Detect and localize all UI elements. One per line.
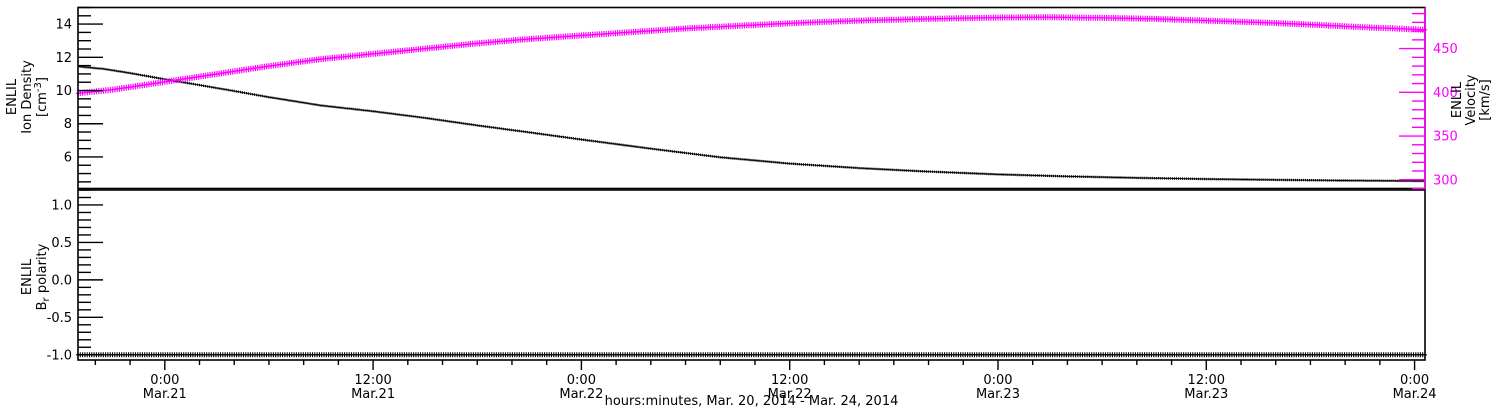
svg-text:ENLIL: ENLIL	[5, 78, 20, 115]
svg-text:1.0: 1.0	[51, 198, 72, 213]
time-tick-label: 12:00	[771, 373, 808, 388]
svg-text:0.0: 0.0	[51, 273, 72, 288]
svg-text:450: 450	[1433, 42, 1458, 57]
svg-text:-0.5: -0.5	[47, 311, 72, 326]
time-tick-label: 0:00	[1400, 373, 1429, 388]
date-tick-label: Mar.23	[976, 387, 1020, 402]
time-tick-label: 12:00	[1188, 373, 1225, 388]
svg-text:ENLIL: ENLIL	[20, 258, 35, 295]
time-tick-label: 0:00	[567, 373, 596, 388]
svg-text:0.5: 0.5	[51, 236, 72, 251]
series-enlil-ion-density	[77, 65, 1426, 183]
svg-text:12: 12	[55, 51, 72, 66]
svg-text:6: 6	[64, 150, 72, 165]
density-axis-title: ENLIL Ion Density [cm-3]	[5, 60, 50, 134]
svg-text:8: 8	[64, 117, 72, 132]
svg-text:400: 400	[1433, 86, 1458, 101]
svg-text:300: 300	[1433, 173, 1458, 188]
time-tick-label: 0:00	[150, 373, 179, 388]
series-enlil-br-polarity	[76, 352, 1427, 358]
density-axis-ticks: 6 8 10 12 14	[55, 6, 103, 183]
svg-text:ENLIL: ENLIL	[1450, 81, 1465, 118]
svg-text:[cm-3]: [cm-3]	[33, 77, 50, 117]
velocity-axis-title: ENLIL Velocity [km/s]	[1450, 74, 1493, 125]
svg-text:14: 14	[55, 18, 72, 33]
svg-text:Ion Density: Ion Density	[20, 60, 35, 134]
svg-text:Velocity: Velocity	[1464, 74, 1479, 125]
x-axis-title: hours:minutes, Mar. 20, 2014 - Mar. 24, …	[604, 394, 899, 409]
svg-text:Br polarity: Br polarity	[35, 243, 52, 310]
polarity-axis-ticks: 1.0 0.5 0.0 -0.5 -1.0	[47, 189, 103, 363]
panel-frames	[77, 6, 1426, 361]
date-tick-label: Mar.21	[351, 387, 395, 402]
svg-text:-1.0: -1.0	[47, 348, 72, 363]
series-enlil-velocity	[75, 14, 1428, 97]
time-axis-ticks: 0:00Mar.2112:00Mar.210:00Mar.2212:00Mar.…	[94, 360, 1437, 402]
date-tick-label: Mar.21	[143, 387, 187, 402]
svg-text:350: 350	[1433, 130, 1458, 145]
date-tick-label: Mar.22	[768, 387, 812, 402]
velocity-axis-ticks: 300 350 400 450	[1399, 12, 1458, 190]
time-tick-label: 0:00	[983, 373, 1012, 388]
time-tick-label: 12:00	[354, 373, 391, 388]
date-tick-label: Mar.23	[1184, 387, 1228, 402]
svg-text:10: 10	[55, 84, 72, 99]
date-tick-label: Mar.24	[1393, 387, 1437, 402]
svg-text:[km/s]: [km/s]	[1478, 79, 1493, 121]
date-tick-label: Mar.22	[559, 387, 603, 402]
